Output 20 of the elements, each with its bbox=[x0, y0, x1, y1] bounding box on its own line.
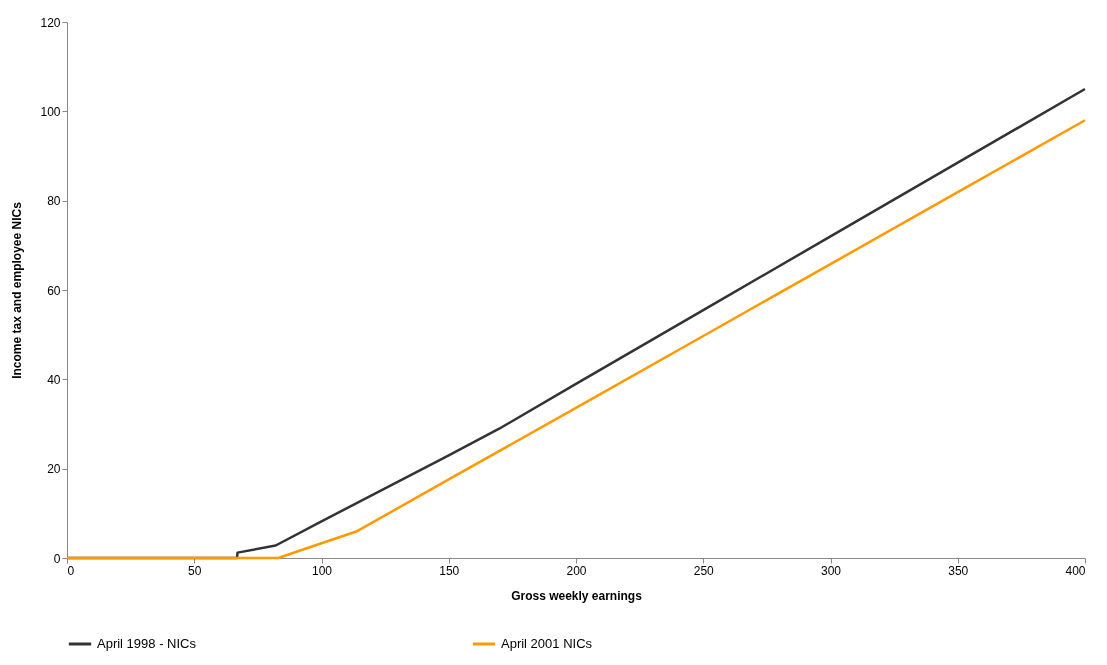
x-tick-label: 50 bbox=[188, 563, 202, 578]
x-axis-title: Gross weekly earnings bbox=[511, 588, 643, 603]
y-tick-label: 20 bbox=[47, 462, 61, 477]
x-tick-label: 0 bbox=[67, 563, 75, 578]
x-tick-label: 300 bbox=[820, 563, 842, 578]
y-tick-label: 120 bbox=[40, 15, 61, 30]
x-tick-label: 200 bbox=[566, 563, 587, 578]
legend-label: April 1998 - NICs bbox=[97, 636, 197, 651]
x-tick-label: 150 bbox=[439, 563, 460, 578]
y-tick-label: 80 bbox=[47, 194, 61, 209]
y-tick-label: 100 bbox=[40, 104, 61, 119]
y-tick-label: 40 bbox=[47, 372, 61, 387]
x-tick-label: 100 bbox=[311, 563, 333, 578]
y-tick-label: 0 bbox=[53, 551, 61, 566]
y-tick-label: 60 bbox=[47, 283, 61, 298]
x-tick-label: 350 bbox=[948, 563, 969, 578]
x-tick-label: 250 bbox=[693, 563, 715, 578]
x-tick-label: 400 bbox=[1065, 563, 1086, 578]
legend-label: April 2001 NICs bbox=[501, 636, 593, 651]
y-axis-title: Income tax and employee NICs bbox=[10, 201, 25, 379]
